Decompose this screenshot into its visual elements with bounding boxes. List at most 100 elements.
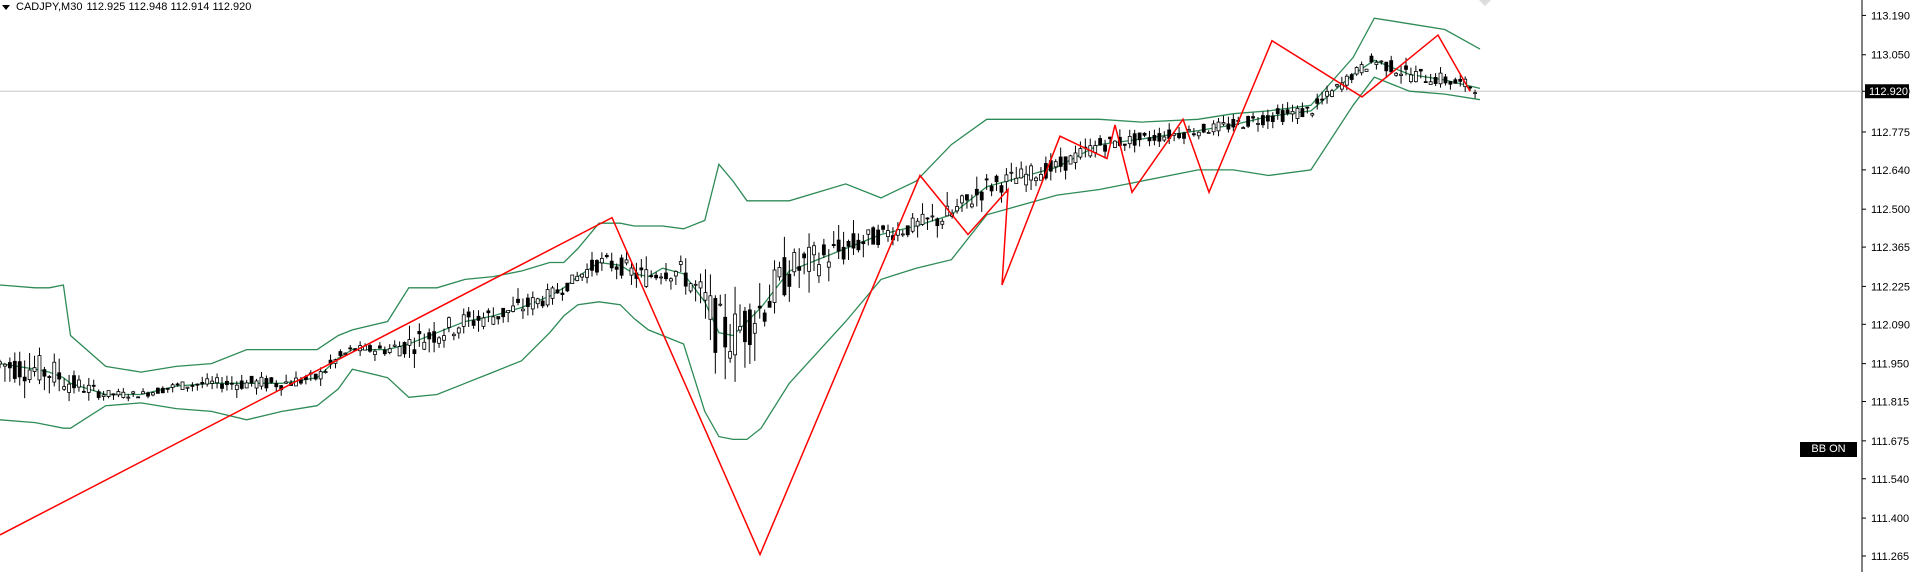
- current-price-label: 112.920: [1869, 86, 1908, 98]
- candle-bear: [1458, 79, 1463, 82]
- candle-bear: [619, 257, 624, 276]
- candle-bull: [397, 346, 402, 357]
- candle-bear: [856, 239, 861, 251]
- candle-bull: [738, 326, 742, 331]
- candle-bear: [979, 191, 984, 201]
- candle-bull: [32, 367, 37, 372]
- candle-bear: [871, 227, 876, 245]
- candle-bear: [595, 260, 599, 273]
- candle-bull: [1009, 171, 1014, 174]
- candle-bear: [1261, 115, 1265, 126]
- candle-bull: [205, 378, 210, 385]
- candle-bull: [1187, 129, 1191, 132]
- candle-bull: [930, 215, 935, 218]
- candle-bull: [585, 269, 589, 278]
- candle-bear: [417, 331, 422, 335]
- candle-bear: [229, 382, 234, 385]
- candle-bull: [259, 376, 264, 387]
- candle-bull: [461, 314, 466, 327]
- candle-bear: [1251, 116, 1255, 119]
- candle-bear: [654, 274, 659, 279]
- candle-bull: [318, 371, 323, 380]
- candle-bear: [590, 259, 594, 271]
- candle-bear: [1433, 76, 1438, 85]
- candle-bear: [1201, 123, 1206, 133]
- candle-bear: [377, 345, 382, 349]
- candle-bull: [1093, 145, 1098, 153]
- candle-bull: [3, 363, 7, 367]
- y-tick-label: 111.950: [1871, 359, 1909, 371]
- candle-bear: [382, 349, 387, 355]
- chevron-down-icon[interactable]: [2, 4, 10, 10]
- symbol-timeframe: CADJPY,M30: [16, 1, 83, 13]
- candle-bull: [37, 355, 42, 381]
- candle-bear: [861, 241, 866, 245]
- candle-bear: [1157, 133, 1162, 142]
- candle-bull: [900, 233, 905, 236]
- candle-bull: [698, 281, 703, 289]
- candle-bear: [91, 384, 96, 387]
- candle-bull: [131, 391, 136, 394]
- candle-bear: [501, 307, 506, 318]
- candle-bull: [244, 382, 249, 389]
- candle-bull: [215, 377, 219, 384]
- candle-bull: [1113, 140, 1117, 148]
- candle-bull: [1196, 131, 1201, 137]
- candle-bear: [1177, 132, 1181, 139]
- y-tick-label: 112.090: [1871, 319, 1910, 331]
- candle-bear: [471, 320, 476, 326]
- candle-bull: [629, 267, 634, 276]
- candle-bull: [708, 295, 713, 320]
- candle-bear: [1122, 143, 1127, 146]
- candle-bear: [299, 379, 303, 384]
- candle-bull: [1344, 75, 1349, 86]
- candle-bear: [984, 178, 989, 181]
- candle-bull: [1290, 110, 1295, 115]
- candle-bull: [67, 383, 71, 393]
- candle-bull: [733, 313, 737, 356]
- candle-bull: [343, 352, 348, 355]
- candle-bear: [1389, 60, 1394, 73]
- candle-bear: [412, 349, 417, 355]
- candle-bear: [160, 387, 165, 394]
- candle-bear: [664, 272, 668, 280]
- candle-bull: [1019, 168, 1024, 179]
- candle-bear: [1305, 106, 1310, 109]
- candle-bull: [644, 269, 649, 287]
- candle-bull: [910, 217, 915, 232]
- candle-bull: [1325, 90, 1329, 97]
- candle-bear: [1404, 65, 1408, 70]
- candle-bull: [1413, 71, 1418, 83]
- candle-bull: [511, 305, 515, 312]
- candle-bull: [1359, 64, 1364, 74]
- candle-bear: [757, 305, 762, 309]
- candle-bull: [491, 316, 496, 325]
- candle-bear: [42, 369, 47, 377]
- candle-bear: [747, 309, 752, 345]
- candle-bull: [151, 392, 155, 396]
- candle-bear: [1152, 135, 1157, 141]
- candle-bear: [876, 229, 881, 245]
- candle-bull: [1073, 152, 1078, 164]
- bb-toggle-button[interactable]: BB ON: [1800, 442, 1857, 457]
- candle-bear: [1453, 79, 1458, 84]
- candle-bear: [12, 360, 17, 379]
- candle-bear: [851, 233, 856, 249]
- candle-bull: [392, 344, 397, 347]
- y-tick-label: 112.225: [1871, 281, 1910, 293]
- candle-bear: [496, 316, 501, 320]
- candle-bull: [1379, 60, 1384, 63]
- chart-header: CADJPY,M30 112.925 112.948 112.914 112.9…: [2, 1, 251, 13]
- candle-bear: [743, 310, 747, 343]
- candle-bull: [1399, 73, 1403, 76]
- candle-bull: [1127, 135, 1132, 145]
- candle-bull: [678, 261, 683, 265]
- y-tick-label: 111.540: [1871, 474, 1909, 486]
- bollinger-upper: [0, 17, 1481, 373]
- candle-bear: [1369, 55, 1374, 63]
- candle-bull: [575, 275, 580, 281]
- candle-bear: [999, 185, 1004, 193]
- candle-bear: [604, 254, 609, 258]
